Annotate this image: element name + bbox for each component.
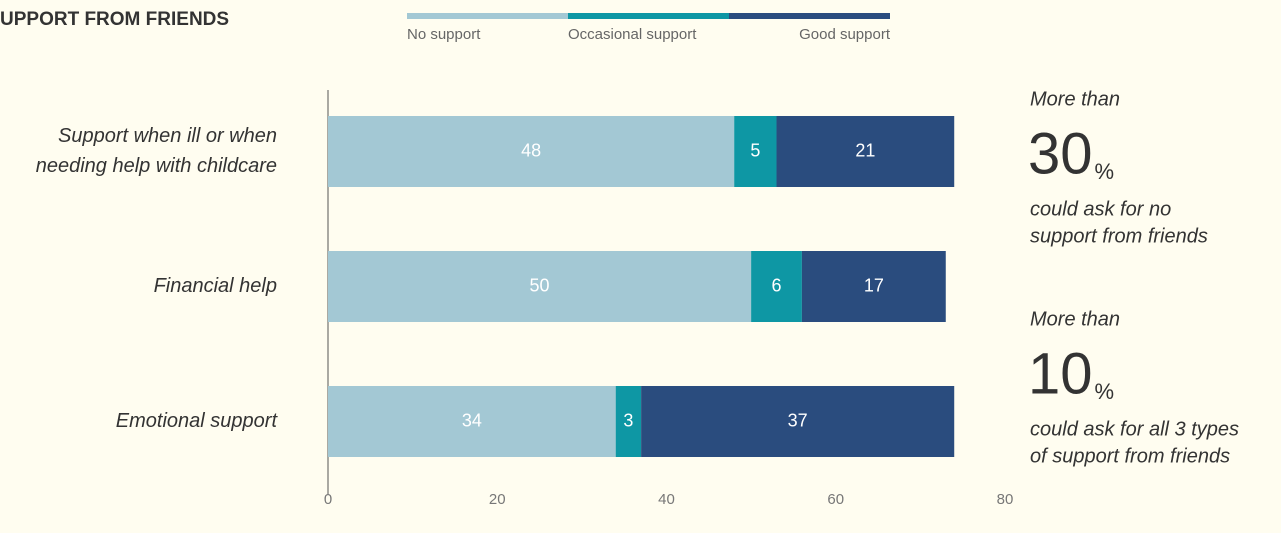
- bar-segment: [734, 116, 777, 187]
- value-label: 6: [772, 275, 782, 295]
- value-label: 50: [530, 275, 550, 295]
- annotation-text: could ask for all 3 types: [1030, 418, 1239, 440]
- annotation-unit: %: [1095, 159, 1115, 184]
- bar-segment: [751, 251, 802, 322]
- legend-swatch: [729, 13, 890, 19]
- bar-segment: [776, 116, 955, 187]
- chart-title: UPPORT FROM FRIENDS: [0, 9, 229, 30]
- value-label: 37: [788, 410, 808, 430]
- annotation-text: could ask for no: [1030, 198, 1171, 220]
- category-label: Emotional support: [116, 410, 279, 432]
- category-label: Support when ill or when: [58, 125, 277, 147]
- bar-segment: [328, 251, 752, 322]
- annotation-text: support from friends: [1030, 225, 1208, 247]
- x-tick-label: 80: [997, 491, 1014, 508]
- value-label: 5: [750, 140, 760, 160]
- legend-label: Good support: [799, 26, 891, 43]
- annotation-lead: More than: [1030, 308, 1120, 330]
- legend-label: No support: [407, 26, 481, 43]
- annotation-unit: %: [1095, 379, 1115, 404]
- legend-label: Occasional support: [568, 26, 697, 43]
- value-label: 3: [623, 410, 633, 430]
- category-label: needing help with childcare: [36, 155, 277, 177]
- bar-segment: [328, 116, 735, 187]
- legend-swatch: [407, 13, 568, 19]
- value-label: 48: [521, 140, 541, 160]
- value-label: 17: [864, 275, 884, 295]
- x-tick-label: 60: [827, 491, 844, 508]
- bar-segment: [641, 386, 955, 457]
- category-label: Financial help: [154, 275, 277, 297]
- annotation-big: 30: [1028, 121, 1093, 186]
- bar-segment: [328, 386, 616, 457]
- bar-segment: [615, 386, 642, 457]
- annotation-lead: More than: [1030, 88, 1120, 110]
- value-label: 21: [855, 140, 875, 160]
- bar-segment: [801, 251, 946, 322]
- x-tick-label: 40: [658, 491, 675, 508]
- x-tick-label: 0: [324, 491, 332, 508]
- annotation-text: of support from friends: [1030, 445, 1230, 467]
- x-tick-label: 20: [489, 491, 506, 508]
- value-label: 34: [462, 410, 482, 430]
- legend-swatch: [568, 13, 729, 19]
- annotation-big: 10: [1028, 341, 1093, 406]
